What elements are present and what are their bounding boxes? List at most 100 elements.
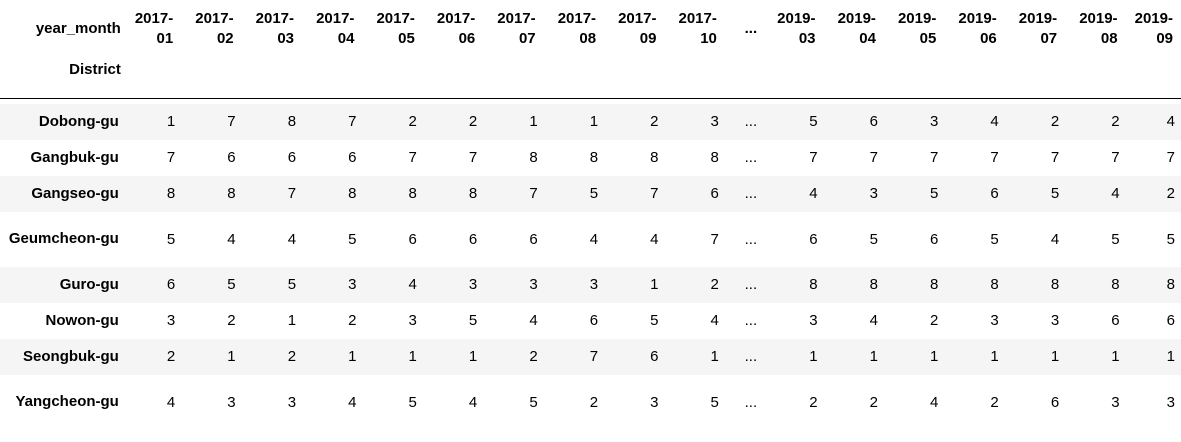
index-header-blank	[1065, 58, 1125, 99]
column-header: 2019-03	[777, 10, 816, 47]
column-header: 2017-08	[557, 10, 597, 47]
table-cell: 7	[869, 149, 878, 166]
table-cell: 6	[227, 149, 236, 166]
table-cell: 8	[1166, 276, 1175, 293]
row-index-district: Gangbuk-gu	[30, 148, 119, 166]
table-cell: 4	[1050, 230, 1060, 248]
table-cell: 1	[710, 348, 719, 365]
column-header-ellipsis: ...	[744, 20, 758, 37]
table-cell: 1	[809, 348, 818, 365]
table-cell: 7	[1166, 149, 1175, 166]
table-cell: 5	[227, 276, 236, 293]
table-cell: 2	[287, 348, 297, 365]
index-header-blank	[763, 58, 823, 99]
table-cell: 1	[1050, 348, 1060, 365]
table-cell: 1	[930, 348, 939, 365]
row-index-district: Yangcheon-gu	[15, 393, 119, 410]
column-header: 2019-07	[1018, 10, 1058, 47]
table-cell: 1	[166, 113, 176, 130]
column-header: 2017-10	[678, 10, 717, 47]
column-header: 2019-04	[837, 10, 876, 47]
table-cell: 7	[650, 185, 659, 202]
table-cell: 7	[589, 348, 599, 365]
table-cell: 7	[166, 149, 176, 166]
table-cell: 8	[1050, 276, 1060, 293]
column-header: 2017-03	[255, 10, 295, 47]
table-cell: 2	[529, 348, 538, 365]
table-cell: 7	[468, 149, 478, 166]
table-cell: 6	[468, 230, 478, 248]
table-cell: 4	[166, 393, 176, 411]
table-cell: 3	[468, 276, 478, 293]
table-cell: 8	[1111, 276, 1120, 293]
table-cell: 3	[650, 393, 659, 411]
row-index-district: Gangseo-gu	[31, 184, 119, 202]
table-cell: 7	[227, 113, 236, 130]
table-cell: 8	[710, 149, 719, 166]
table-cell: 7	[710, 230, 719, 248]
table-cell-ellipsis: ...	[744, 149, 758, 166]
table-cell: 7	[930, 149, 939, 166]
index-header-blank	[884, 58, 944, 99]
table-cell: 6	[809, 230, 818, 248]
table-cell: 6	[1050, 393, 1060, 411]
table-cell: 6	[930, 230, 939, 248]
table-cell: 7	[408, 149, 417, 166]
table-cell: 3	[990, 312, 999, 329]
table-cell: 2	[468, 113, 478, 130]
table-row: Yangcheon-gu 4 3 3 4 5 4 5 2 3 5... 2 2 4 2 6 3 3	[0, 375, 1181, 430]
table-cell: 8	[930, 276, 939, 293]
table-cell: 2	[408, 113, 417, 130]
table-row: Seongbuk-gu 2 1 2 1 1 1 2 7 6 1... 1 1 1 1 1 1 1	[0, 338, 1181, 375]
table-cell: 3	[589, 276, 599, 293]
index-header-blank	[302, 58, 362, 99]
index-header-blank	[944, 58, 1004, 99]
column-header: 2017-06	[436, 10, 476, 47]
index-name: District	[69, 61, 121, 78]
table-cell: 5	[589, 185, 599, 202]
table-cell: 6	[990, 185, 999, 202]
table-cell: 4	[650, 230, 659, 248]
table-cell: 4	[529, 312, 538, 329]
table-cell: 7	[1111, 149, 1120, 166]
table-cell: 3	[529, 276, 538, 293]
table-cell-ellipsis: ...	[744, 393, 758, 411]
index-header-blank	[1005, 58, 1065, 99]
index-header-row: District	[0, 58, 1181, 99]
table-cell: 6	[408, 230, 417, 248]
table-cell-ellipsis: ...	[744, 230, 758, 248]
table-cell: 2	[348, 312, 357, 329]
column-header: 2019-05	[897, 10, 937, 47]
table-cell: 6	[348, 149, 357, 166]
table-cell: 7	[348, 113, 357, 130]
table-cell-ellipsis: ...	[744, 348, 758, 365]
table-cell: 6	[1166, 312, 1175, 329]
column-header: 2017-04	[316, 10, 355, 47]
table-cell: 2	[710, 276, 719, 293]
table-cell: 5	[990, 230, 999, 248]
table-cell: 3	[869, 185, 878, 202]
table-cell: 4	[589, 230, 599, 248]
row-index-district: Seongbuk-gu	[23, 347, 119, 365]
table-cell: 3	[348, 276, 357, 293]
index-header-blank	[423, 58, 483, 99]
table-cell-ellipsis: ...	[744, 113, 758, 130]
column-header-row: year_month 2017-01 2017-02 2017-03 2017-04 2…	[0, 0, 1181, 58]
table-cell: 5	[166, 230, 176, 248]
column-header: 2017-09	[618, 10, 657, 47]
table-cell: 8	[589, 149, 599, 166]
table-cell: 2	[930, 312, 939, 329]
column-header: 2017-05	[376, 10, 415, 47]
dataframe-table: year_month 2017-01 2017-02 2017-03 2017-04 2…	[0, 0, 1181, 430]
table-row: Guro-gu 6 5 5 3 4 3 3 3 1 2... 8 8 8 8 8 8 8	[0, 266, 1181, 303]
table-cell: 3	[1050, 312, 1060, 329]
table-cell: 1	[589, 113, 599, 130]
table-cell: 3	[809, 312, 818, 329]
table-cell: 1	[287, 312, 297, 329]
row-index-district: Geumcheon-gu	[8, 230, 119, 247]
index-header-blank	[604, 58, 664, 99]
table-cell: 3	[227, 393, 236, 411]
table-cell: 6	[529, 230, 538, 248]
table-cell: 2	[1050, 113, 1060, 130]
table-cell: 2	[990, 393, 999, 411]
